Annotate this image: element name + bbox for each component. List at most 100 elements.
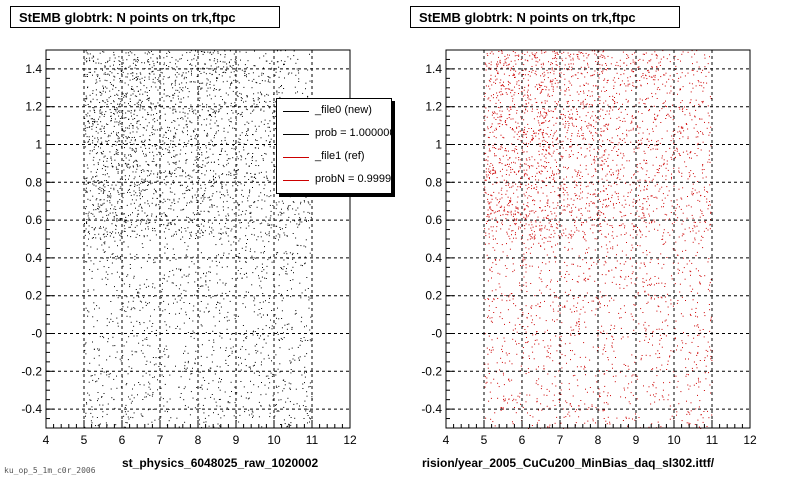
data-point — [260, 252, 262, 254]
data-point — [158, 151, 160, 153]
data-point — [95, 79, 97, 81]
data-point — [151, 202, 153, 204]
data-point — [175, 328, 177, 329]
data-point — [139, 107, 141, 109]
data-point — [195, 138, 197, 140]
data-point — [120, 178, 122, 180]
data-point — [249, 192, 250, 194]
data-point — [161, 128, 163, 130]
data-point — [646, 128, 648, 130]
data-point — [501, 116, 503, 118]
data-point — [227, 365, 229, 366]
data-point — [542, 149, 544, 150]
data-point — [86, 221, 88, 223]
data-point — [146, 53, 148, 55]
data-point — [235, 119, 237, 121]
data-point — [87, 141, 89, 143]
data-point — [112, 345, 114, 347]
data-point — [106, 374, 108, 376]
data-point — [174, 224, 176, 226]
data-point — [90, 246, 92, 248]
data-point — [218, 381, 220, 383]
data-point — [681, 223, 683, 225]
data-point — [130, 123, 132, 125]
data-point — [308, 307, 310, 309]
data-point — [491, 84, 493, 86]
data-point — [149, 106, 151, 108]
data-point — [220, 306, 222, 308]
data-point — [84, 223, 85, 224]
data-point — [173, 254, 175, 255]
data-point — [522, 110, 524, 112]
data-point — [87, 253, 89, 255]
data-point — [131, 307, 133, 309]
data-point — [261, 361, 262, 363]
data-point — [235, 173, 237, 175]
data-point — [274, 415, 276, 417]
data-point — [161, 364, 162, 366]
data-point — [257, 314, 259, 316]
data-point — [142, 307, 144, 309]
data-point — [292, 258, 294, 260]
data-point — [102, 416, 104, 418]
data-point — [139, 323, 141, 325]
data-point — [199, 387, 201, 389]
data-point — [518, 54, 520, 56]
data-point — [183, 197, 185, 199]
data-point — [191, 231, 192, 233]
data-point — [499, 123, 501, 125]
data-point — [249, 190, 251, 192]
data-point — [505, 193, 507, 195]
data-point — [570, 234, 572, 236]
data-point — [222, 194, 224, 196]
data-point — [118, 56, 120, 58]
data-point — [139, 198, 141, 200]
data-point — [147, 203, 149, 205]
data-point — [100, 94, 102, 96]
data-point — [500, 134, 502, 136]
data-point — [163, 198, 165, 200]
data-point — [198, 90, 200, 92]
data-point — [144, 181, 146, 182]
data-point — [152, 81, 154, 83]
data-point — [100, 227, 102, 229]
data-point — [132, 88, 134, 90]
data-point — [291, 347, 293, 349]
data-point — [575, 206, 577, 208]
data-point — [145, 223, 147, 225]
data-point — [594, 156, 595, 158]
data-point — [283, 88, 285, 89]
data-point — [512, 74, 514, 76]
data-point — [113, 154, 115, 156]
data-point — [187, 227, 189, 229]
data-point — [182, 193, 184, 195]
data-point — [178, 312, 180, 314]
data-point — [178, 73, 180, 75]
data-point — [183, 289, 185, 291]
data-point — [97, 424, 99, 426]
data-point — [588, 122, 590, 124]
data-point — [211, 185, 213, 186]
data-point — [219, 177, 220, 179]
data-point — [264, 277, 266, 279]
data-point — [280, 337, 282, 339]
data-point — [308, 386, 310, 388]
data-point — [126, 341, 128, 343]
data-point — [135, 221, 137, 222]
data-point — [156, 129, 158, 131]
data-point — [217, 61, 219, 63]
data-point — [129, 284, 131, 286]
data-point — [142, 399, 144, 400]
data-point — [125, 96, 127, 98]
data-point — [236, 95, 238, 97]
data-point — [652, 79, 654, 81]
data-point — [525, 184, 527, 186]
data-point — [243, 86, 245, 88]
data-point — [288, 72, 290, 74]
data-point — [165, 215, 167, 217]
data-point — [245, 291, 247, 293]
data-point — [129, 192, 131, 193]
data-point — [127, 235, 128, 237]
data-point — [263, 252, 264, 254]
data-point — [143, 235, 145, 237]
